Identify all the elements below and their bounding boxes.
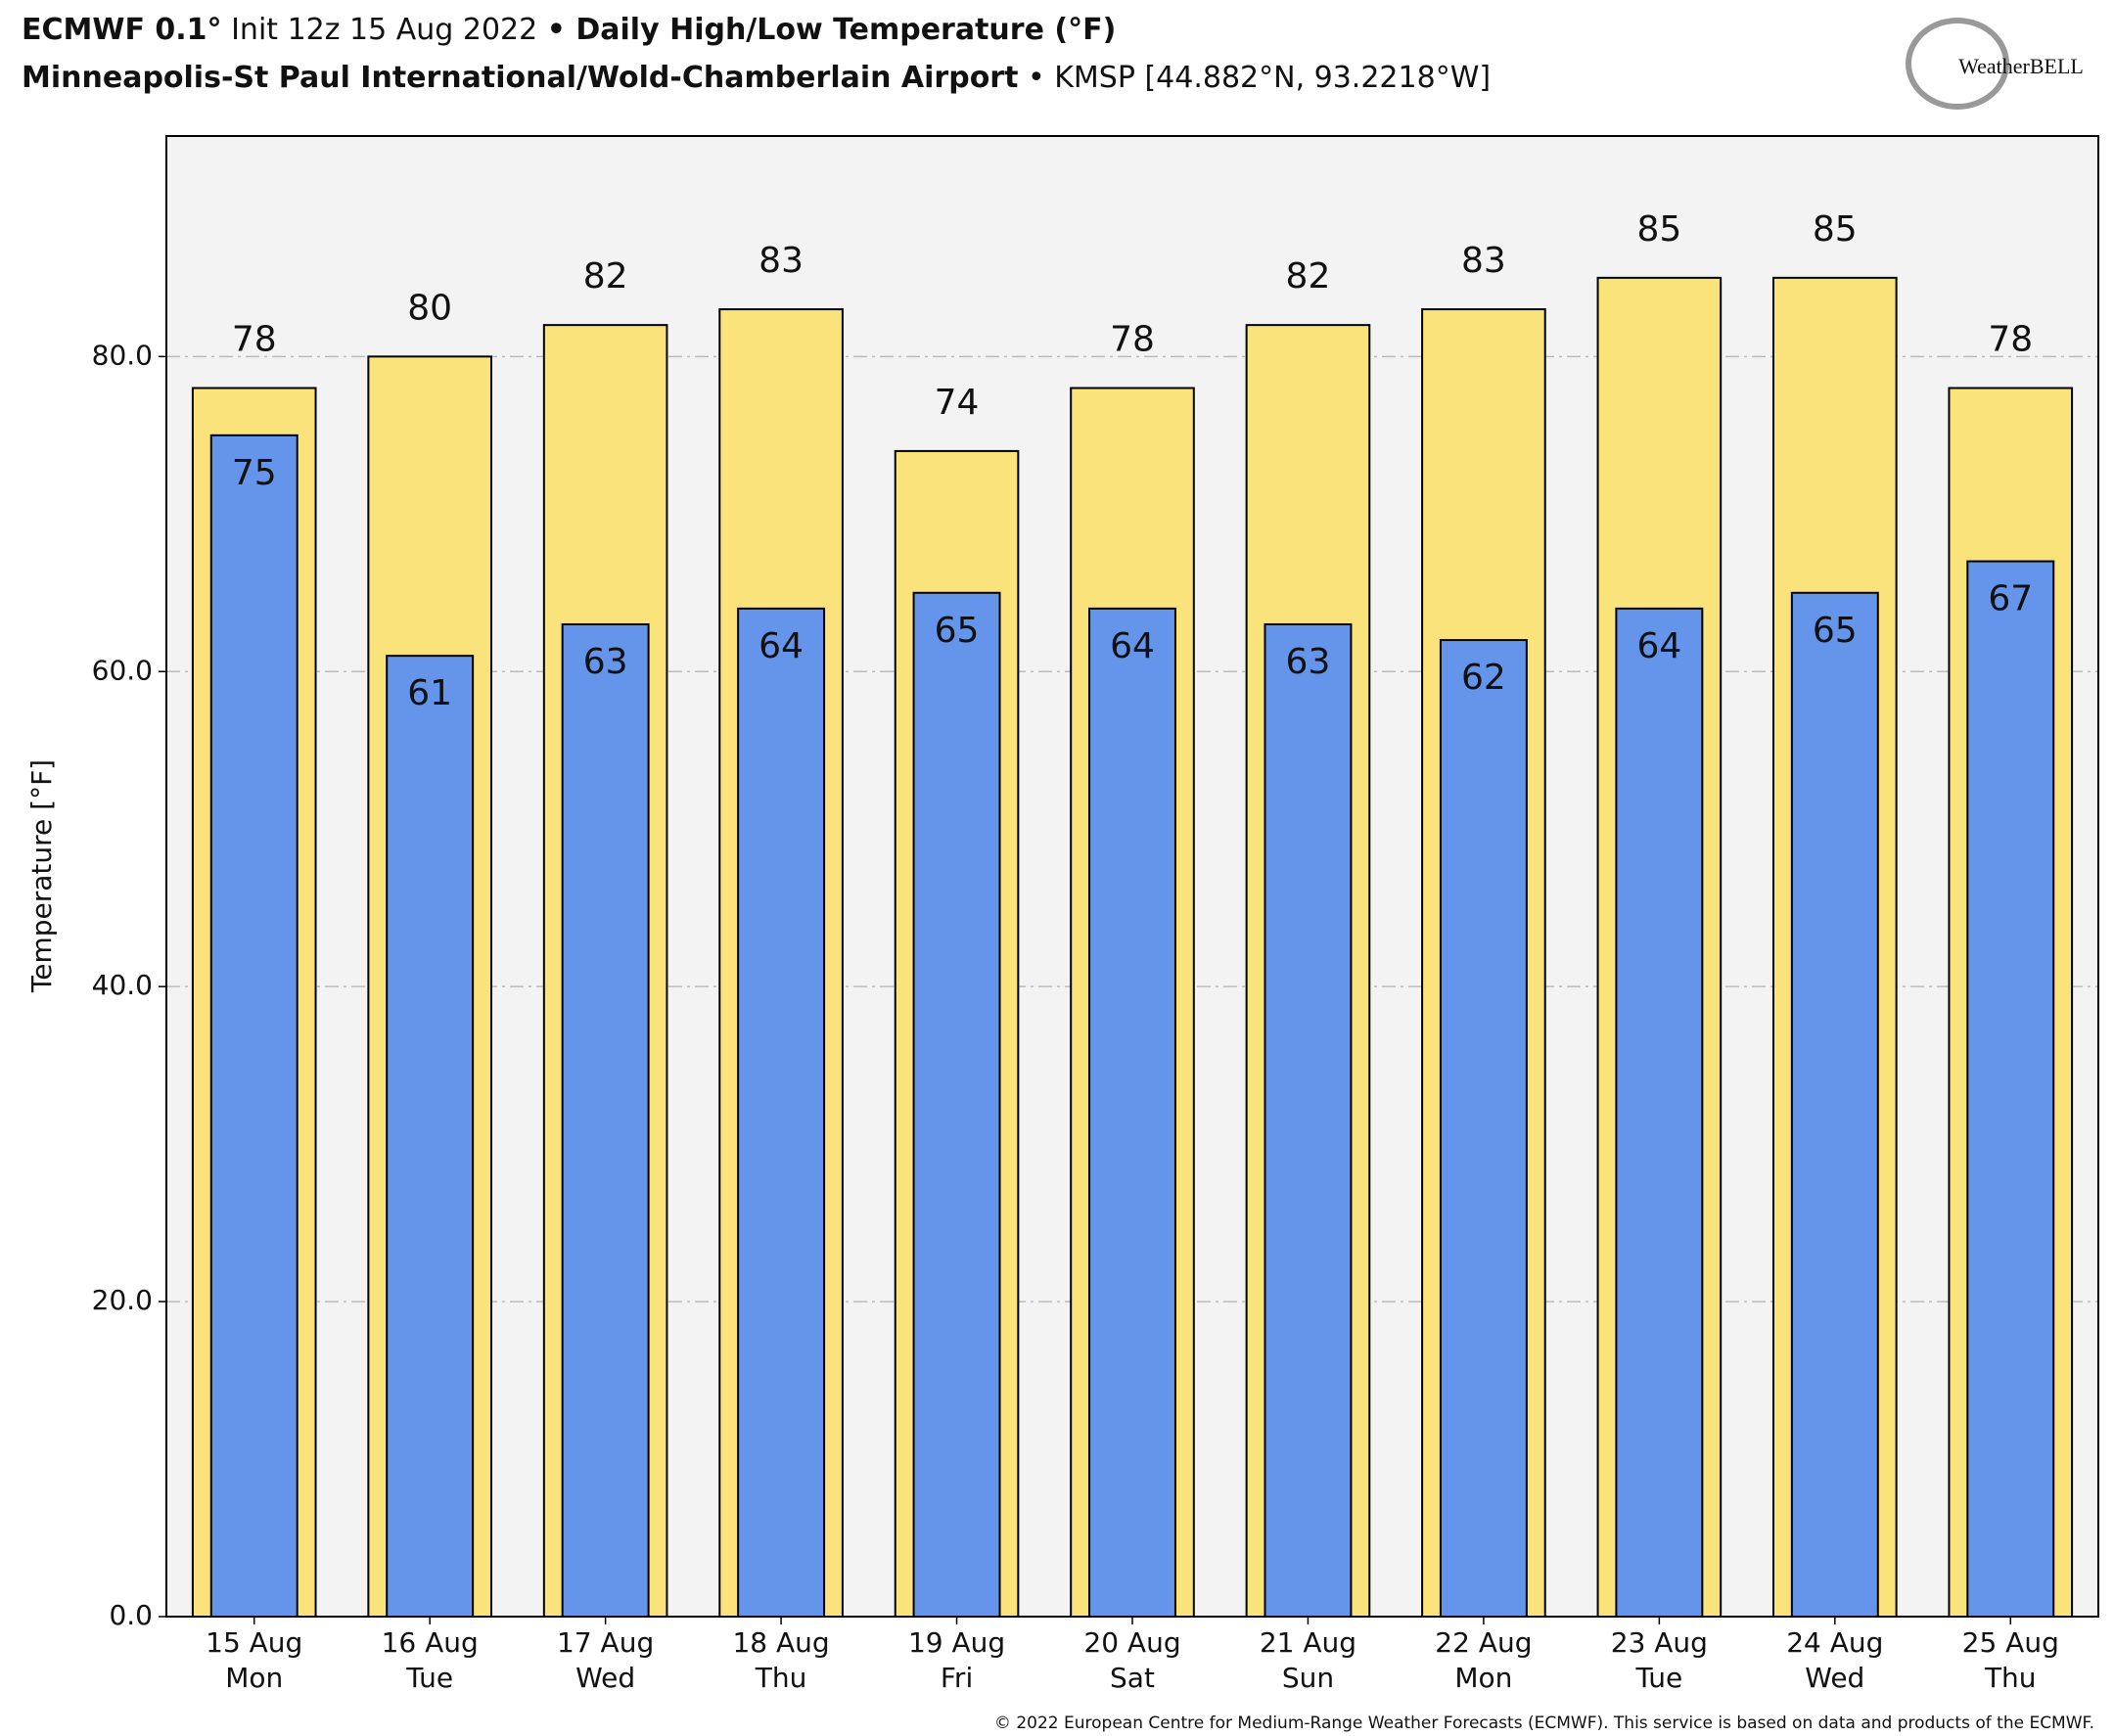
x-tick-label: Tue [405, 1662, 453, 1694]
title-part: Init 12z 15 Aug 2022 [222, 13, 547, 47]
low-bar [1790, 591, 1879, 1618]
logo: WeatherBELL [1958, 54, 2084, 78]
value-label: 80 [407, 288, 452, 328]
low-bar [561, 622, 650, 1618]
subtitle-part: • KMSP [44.882°N, 93.2218°W] [1018, 61, 1491, 95]
y-tick-label: 0.0 [109, 1599, 153, 1631]
footer: © 2022 European Centre for Medium-Range … [994, 1713, 2094, 1733]
value-label: 83 [1461, 241, 1506, 281]
x-tick-label: Sat [1110, 1662, 1155, 1694]
value-label: 62 [1461, 658, 1506, 698]
x-tick-label: Thu [755, 1662, 807, 1694]
low-bar [386, 655, 475, 1618]
x-tick-label: Fri [941, 1662, 973, 1694]
value-label: 67 [1988, 579, 2033, 619]
x-tick-label: 19 Aug [908, 1626, 1005, 1659]
chart-subtitle: Minneapolis-St Paul International/Wold-C… [22, 61, 1491, 95]
low-bar [737, 607, 826, 1618]
plot-frame [165, 135, 2099, 1618]
value-label: 64 [1110, 626, 1155, 666]
x-tick-label: Sun [1282, 1662, 1334, 1694]
x-tick-label: Wed [575, 1662, 635, 1694]
value-label: 61 [407, 673, 452, 713]
value-label: 74 [935, 383, 980, 423]
x-tick-label: 24 Aug [1786, 1626, 1883, 1659]
value-label: 85 [1813, 209, 1858, 250]
x-tick-label: Mon [225, 1662, 283, 1694]
x-tick-label: 25 Aug [1962, 1626, 2059, 1659]
value-label: 82 [583, 256, 628, 297]
y-tick-label: 40.0 [92, 969, 153, 1001]
value-label: 64 [1636, 626, 1681, 666]
low-bar [1615, 607, 1704, 1618]
title-part: ECMWF 0.1° [22, 13, 222, 47]
value-label: 63 [1286, 642, 1331, 682]
x-tick-label: 16 Aug [382, 1626, 479, 1659]
x-tick-label: 21 Aug [1260, 1626, 1356, 1659]
value-label: 82 [1286, 256, 1331, 297]
value-label: 65 [935, 611, 980, 651]
x-tick-label: Thu [1984, 1662, 2037, 1694]
x-tick-label: Wed [1805, 1662, 1864, 1694]
chart-title: ECMWF 0.1° Init 12z 15 Aug 2022 • Daily … [22, 13, 1116, 47]
low-bar [1439, 639, 1528, 1618]
value-label: 85 [1636, 209, 1681, 250]
value-label: 78 [232, 320, 277, 360]
logo-swirl [1906, 18, 2009, 110]
y-tick-label: 60.0 [92, 654, 153, 686]
value-label: 65 [1813, 611, 1858, 651]
x-tick-label: 18 Aug [732, 1626, 829, 1659]
x-tick-label: Tue [1634, 1662, 1682, 1694]
x-tick-label: 20 Aug [1083, 1626, 1180, 1659]
value-label: 63 [583, 642, 628, 682]
x-tick-label: Mon [1454, 1662, 1512, 1694]
x-tick-label: 22 Aug [1435, 1626, 1532, 1659]
x-tick-label: 15 Aug [206, 1626, 302, 1659]
y-tick-label: 20.0 [92, 1284, 153, 1316]
x-tick-label: 23 Aug [1611, 1626, 1708, 1659]
low-bar [1966, 560, 2055, 1618]
value-label: 78 [1110, 320, 1155, 360]
value-label: 75 [232, 453, 277, 493]
value-label: 64 [758, 626, 804, 666]
y-axis-label: Temperature [°F] [25, 759, 58, 993]
low-bar [912, 591, 1001, 1618]
x-tick-label: 17 Aug [557, 1626, 654, 1659]
value-label: 83 [758, 241, 804, 281]
low-bar [1088, 607, 1176, 1618]
low-bar [209, 434, 299, 1619]
subtitle-part: Minneapolis-St Paul International/Wold-C… [22, 61, 1018, 95]
low-bar [1264, 622, 1353, 1618]
value-label: 78 [1988, 320, 2033, 360]
title-part: • Daily High/Low Temperature (°F) [547, 13, 1117, 47]
y-tick-label: 80.0 [92, 339, 153, 371]
